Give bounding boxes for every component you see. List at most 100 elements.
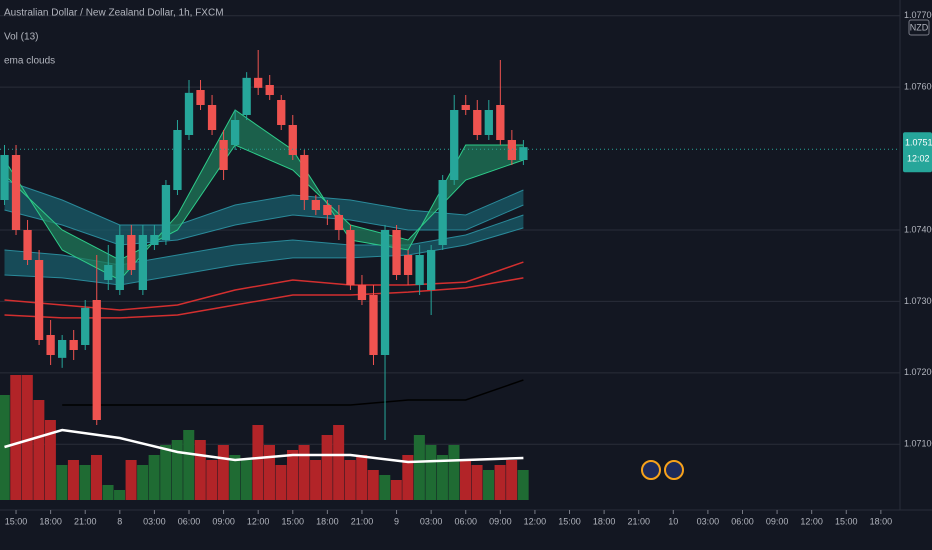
volume-bar <box>171 440 183 500</box>
candle-body <box>138 235 148 290</box>
candle-body <box>277 100 286 125</box>
x-tick-label: 18:00 <box>39 516 62 526</box>
x-tick-label: 09:00 <box>766 516 789 526</box>
currency-label[interactable]: NZD <box>910 22 929 32</box>
candle-body <box>334 215 344 230</box>
x-tick-label: 9 <box>394 516 399 526</box>
x-tick-label: 06:00 <box>178 516 201 526</box>
ema-line <box>62 379 524 406</box>
candle-body <box>173 130 182 190</box>
x-tick-label: 03:00 <box>420 516 443 526</box>
volume-bar <box>137 465 149 500</box>
candle-body <box>242 77 251 115</box>
volume-bar <box>183 430 195 500</box>
candle-body <box>58 340 67 358</box>
volume-bar <box>425 445 437 500</box>
x-tick-label: 18:00 <box>316 516 339 526</box>
volume-bar <box>102 485 114 500</box>
volume-bar <box>471 465 483 500</box>
y-tick-label: 1.07400 <box>904 224 932 234</box>
volume-bar <box>206 460 218 500</box>
chart-title: Australian Dollar / New Zealand Dollar, … <box>4 8 224 19</box>
ema-line <box>4 204 524 246</box>
last-price-label: 1.07513 <box>905 138 932 148</box>
volume-bar <box>56 465 68 500</box>
candle-body <box>461 105 470 110</box>
volume-bar <box>344 460 356 500</box>
candle-body <box>46 335 55 355</box>
volume-bar <box>252 425 264 500</box>
x-tick-label: 15:00 <box>558 516 581 526</box>
volume-bar <box>67 460 79 500</box>
x-tick-label: 06:00 <box>731 516 754 526</box>
indicator-label[interactable]: ema clouds <box>4 56 55 67</box>
candle-body <box>69 340 78 350</box>
event-icon[interactable] <box>664 460 684 480</box>
currency-box[interactable] <box>908 19 930 36</box>
volume-bar <box>390 480 402 500</box>
volume-bar <box>114 490 126 500</box>
x-tick-label: 21:00 <box>74 516 97 526</box>
x-tick-label: 15:00 <box>835 516 858 526</box>
candle-body <box>507 140 517 160</box>
volume-bar <box>298 445 310 500</box>
x-tick-label: 15:00 <box>5 516 28 526</box>
candle-body <box>23 230 32 260</box>
x-tick-label: 18:00 <box>870 516 893 526</box>
event-icons[interactable] <box>641 460 684 480</box>
volume-bar <box>263 445 275 500</box>
x-tick-label: 18:00 <box>593 516 616 526</box>
volume-bar <box>506 460 518 500</box>
y-tick-label: 1.07600 <box>904 82 932 92</box>
ema-line <box>4 179 524 226</box>
x-tick-label: 8 <box>117 516 122 526</box>
x-tick-label: 10 <box>668 516 678 526</box>
volume-bar <box>79 465 91 500</box>
y-tick-label: 1.07300 <box>904 296 932 306</box>
y-tick-label: 1.07700 <box>904 10 932 20</box>
volume-bar <box>44 420 56 500</box>
x-tick-label: 03:00 <box>143 516 166 526</box>
candle-body <box>104 265 113 280</box>
candle-body <box>92 300 101 420</box>
candle-body <box>115 235 124 290</box>
volume-bar <box>125 460 137 500</box>
x-tick-label: 12:00 <box>247 516 270 526</box>
candle-body <box>450 110 459 180</box>
ema-line <box>4 261 524 311</box>
volume-ma-line <box>4 428 524 464</box>
volume-bar <box>287 450 299 500</box>
x-tick-label: 09:00 <box>212 516 235 526</box>
candle-body <box>311 200 320 210</box>
candle-body <box>161 185 171 240</box>
candle-body <box>323 205 332 215</box>
candle-body <box>369 295 378 355</box>
indicator-label[interactable]: Vol (13) <box>4 32 38 43</box>
candle-body <box>0 155 9 200</box>
volume-bar <box>160 445 172 500</box>
x-tick-label: 06:00 <box>454 516 477 526</box>
volume-bar <box>459 460 472 500</box>
volume-bar <box>148 455 160 500</box>
ema-line <box>4 227 524 286</box>
volume-bar <box>436 455 448 500</box>
ema-line <box>4 109 524 281</box>
x-tick-label: 03:00 <box>697 516 720 526</box>
ema-cloud <box>4 180 524 245</box>
event-icon[interactable] <box>641 460 661 480</box>
candle-body <box>127 235 136 270</box>
volume-bar <box>217 445 229 500</box>
countdown-label: 12:02 <box>907 154 930 164</box>
volume-bar <box>21 375 33 500</box>
candle-body <box>346 230 355 285</box>
last-price-box <box>903 132 932 173</box>
x-tick-label: 21:00 <box>627 516 650 526</box>
axes: 1.07700 1.07600 1.07400 1.07300 1.07200 1.071… <box>5 10 932 526</box>
x-tick-label: 15:00 <box>282 516 305 526</box>
volume-bar <box>413 435 425 500</box>
candle-body <box>357 285 367 300</box>
volume-bar <box>229 455 241 500</box>
candle-body <box>519 147 528 160</box>
